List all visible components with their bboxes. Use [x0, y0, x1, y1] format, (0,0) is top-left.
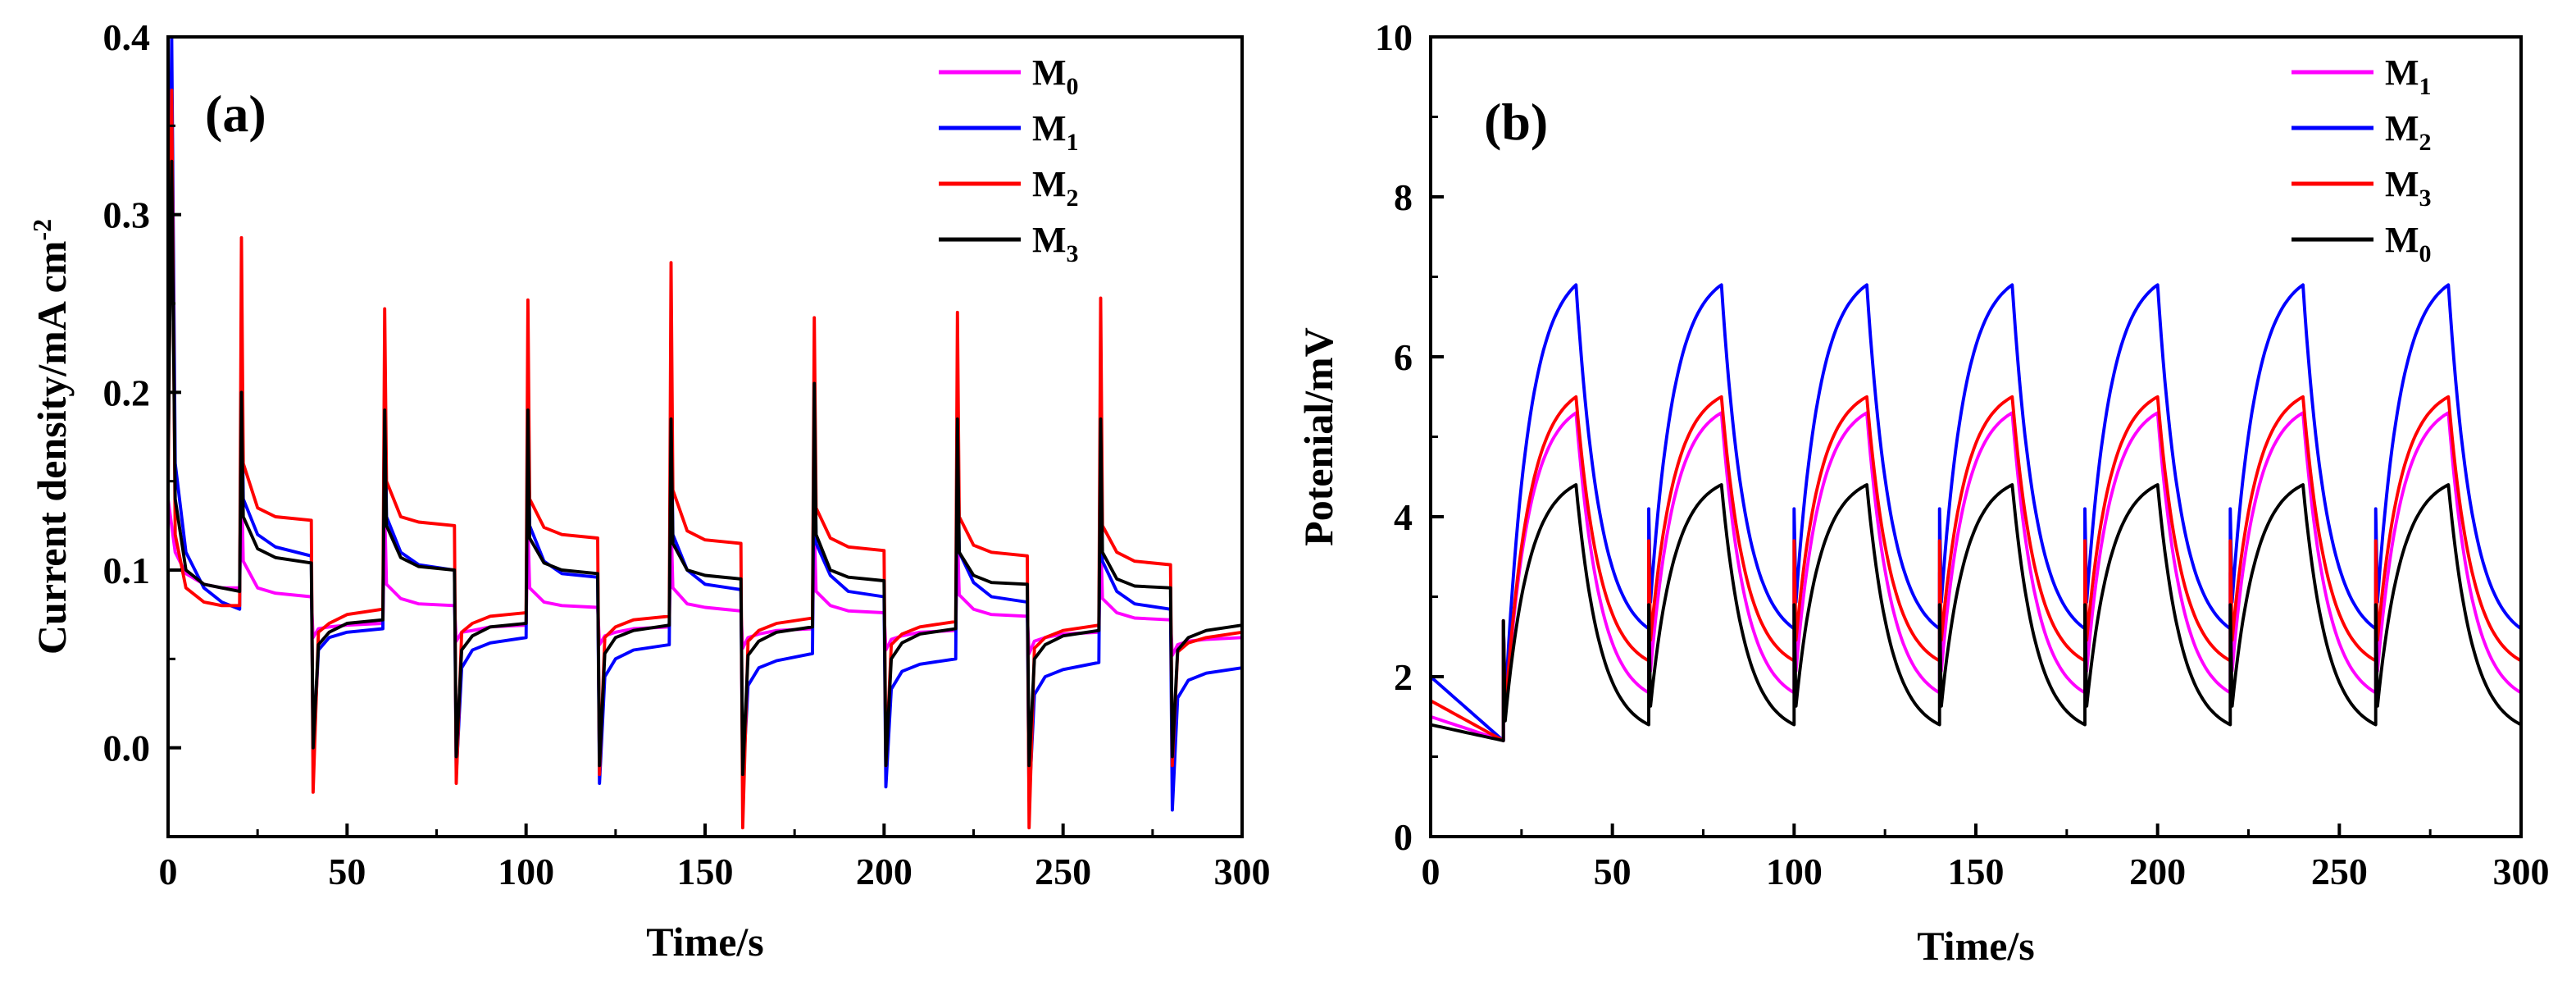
panel-a-x-tick-label: 0 — [159, 851, 178, 892]
panel-b-y-tick-label: 2 — [1394, 656, 1413, 698]
panel-b-y-tick-label: 4 — [1394, 496, 1413, 538]
panel-a-y-tick-label: 0.4 — [103, 16, 151, 58]
panel-a-x-tick-label: 100 — [498, 851, 554, 892]
panel-b-x-tick-label: 50 — [1594, 851, 1632, 892]
panel-a-series-line-m3 — [168, 159, 1242, 777]
panel-b-x-tick-label: 200 — [2129, 851, 2186, 892]
panel-a-series-group — [168, 37, 1242, 830]
panel-a-x-axis-title: Time/s — [646, 919, 764, 965]
panel-b-x-tick-label: 250 — [2311, 851, 2368, 892]
panel-a-ticks: 0 50 100 150 200 250 300 0.0 0.1 0.2 0.3 0.4 — [103, 16, 1271, 892]
panel-b-legend-label-m2: M2 — [2385, 108, 2432, 156]
panel-a-y-axis-title-superscript: -2 — [27, 219, 57, 241]
panel-a-y-axis-title: Current density/mA cm-2 — [27, 219, 75, 655]
panel-b-x-axis-title: Time/s — [1917, 923, 2035, 969]
panel-b-label: (b) — [1484, 93, 1548, 151]
panel-b-y-tick-label: 0 — [1394, 816, 1413, 858]
panel-a-label: (a) — [205, 84, 266, 143]
panel-a-y-tick-label: 0.1 — [103, 550, 151, 591]
panel-a-legend-label-m1: M1 — [1032, 108, 1079, 156]
panel-b-plot-frame — [1429, 35, 2523, 838]
panel-b-x-tick-label: 150 — [1948, 851, 2005, 892]
panel-b-legend: M1 M2 M3 M0 — [2292, 52, 2432, 267]
panel-a-plot-frame — [166, 35, 1244, 838]
panel-b-x-tick-label: 100 — [1766, 851, 1823, 892]
panel-b-ticks: 0 50 100 150 200 250 300 0 2 4 6 8 10 — [1375, 16, 2550, 892]
panel-a-y-axis-title-main: Current density/mA cm — [29, 241, 75, 655]
panel-a-x-tick-label: 150 — [677, 851, 734, 892]
panel-a-y-tick-label: 0.3 — [103, 194, 151, 236]
panel-b-series-group — [1431, 283, 2521, 742]
panel-b-series-line-m3 — [1431, 395, 2521, 742]
panel-a-y-tick-label: 0.2 — [103, 372, 151, 413]
panel-b-x-tick-label: 0 — [1422, 851, 1440, 892]
panel-b-potential-chart: 0 50 100 150 200 250 300 0 2 4 6 8 10 (b) Time/s Pot… — [1295, 16, 2550, 969]
panel-a-y-tick-label: 0.0 — [103, 728, 151, 769]
panel-a-x-tick-label: 250 — [1035, 851, 1091, 892]
panel-a-series-line-m1 — [168, 37, 1242, 812]
panel-b-y-axis-title: Potenial/mV — [1295, 327, 1341, 546]
panel-a-legend-label-m0: M0 — [1032, 52, 1079, 100]
panel-b-series-line-m1 — [1431, 411, 2521, 742]
panel-a-x-tick-label: 50 — [328, 851, 366, 892]
panel-a-legend-label-m2: M2 — [1032, 164, 1079, 212]
panel-b-series-line-m2 — [1431, 283, 2521, 742]
panel-b-legend-label-m0: M0 — [2385, 220, 2432, 267]
panel-a-x-tick-label: 200 — [856, 851, 913, 892]
panel-b-y-tick-label: 10 — [1375, 16, 1413, 58]
panel-b-legend-label-m3: M3 — [2385, 164, 2432, 212]
panel-a-legend-label-m3: M3 — [1032, 220, 1079, 267]
panel-b-legend-label-m1: M1 — [2385, 52, 2432, 100]
panel-a-legend: M0 M1 M2 M3 — [939, 52, 1079, 267]
panel-a-current-density-chart: 0 50 100 150 200 250 300 0.0 0.1 0.2 0.3 0.4 (a) Ti… — [27, 16, 1271, 965]
panel-b-y-tick-label: 6 — [1394, 336, 1413, 378]
panel-b-series-line-m0 — [1431, 483, 2521, 742]
panel-b-y-tick-label: 8 — [1394, 176, 1413, 218]
panel-b-x-tick-label: 300 — [2493, 851, 2550, 892]
panel-a-series-line-m2 — [168, 89, 1242, 830]
panel-a-x-tick-label: 300 — [1214, 851, 1271, 892]
